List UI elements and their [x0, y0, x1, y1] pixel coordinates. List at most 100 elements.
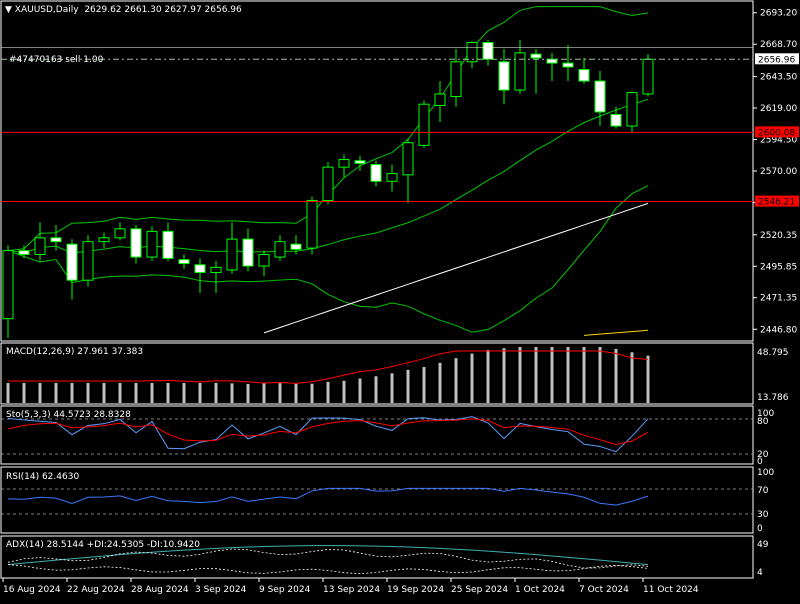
- macd-bar: [198, 382, 202, 403]
- candle-body[interactable]: [162, 230, 174, 259]
- candle-body[interactable]: [546, 58, 558, 64]
- macd-bar: [166, 383, 170, 403]
- macd-bar: [598, 347, 602, 403]
- macd-bar: [534, 347, 538, 403]
- candle-body[interactable]: [450, 61, 462, 97]
- dropdown-triangle-icon[interactable]: ▼: [5, 5, 12, 15]
- rsi-axis-70: 70: [757, 486, 769, 496]
- macd-bar: [614, 348, 618, 403]
- macd-bar: [630, 352, 634, 403]
- candle-body[interactable]: [370, 164, 382, 182]
- candle-body[interactable]: [322, 166, 334, 202]
- candle-body[interactable]: [642, 58, 654, 95]
- macd-signal-line: [8, 350, 649, 384]
- hline-tag-2600: [755, 126, 799, 138]
- candle-body[interactable]: [530, 53, 542, 59]
- candles[interactable]: [2, 39, 654, 338]
- candle-body[interactable]: [98, 237, 110, 243]
- candle-body[interactable]: [18, 250, 30, 255]
- candle-body[interactable]: [290, 243, 302, 250]
- stoch-axis-20: 20: [757, 450, 769, 460]
- candle-body[interactable]: [514, 52, 526, 91]
- macd-bar: [38, 383, 42, 403]
- candle-body[interactable]: [434, 93, 446, 106]
- candle-body[interactable]: [338, 158, 350, 168]
- adx-panel-border: [0, 535, 754, 579]
- stochastic-panel[interactable]: 100 80 20 0: [0, 405, 774, 467]
- macd-panel[interactable]: 48.795 13.786: [0, 342, 789, 405]
- rsi-line-path: [7, 487, 649, 506]
- macd-bar: [502, 348, 506, 403]
- candle-body[interactable]: [178, 259, 190, 264]
- candle-body[interactable]: [242, 238, 254, 267]
- candle-body[interactable]: [466, 42, 478, 63]
- time-tick-label: 7 Oct 2024: [579, 585, 629, 595]
- macd-bar: [470, 353, 474, 403]
- candle-body[interactable]: [402, 142, 414, 176]
- candle-body[interactable]: [306, 200, 318, 249]
- macd-bar: [438, 362, 442, 403]
- macd-bar: [134, 383, 138, 403]
- stoch-main-line: [7, 416, 649, 453]
- candle-body[interactable]: [258, 254, 270, 267]
- candle-body[interactable]: [82, 241, 94, 281]
- candle-body[interactable]: [34, 237, 46, 256]
- macd-bar: [454, 358, 458, 403]
- macd-bar: [390, 373, 394, 403]
- candle-body[interactable]: [386, 173, 398, 182]
- symbol-label: XAUUSD,Daily: [14, 5, 79, 15]
- macd-bar: [86, 383, 90, 403]
- candle-body[interactable]: [354, 160, 366, 164]
- candle-body[interactable]: [226, 238, 238, 271]
- time-tick-label: 25 Sep 2024: [451, 585, 508, 595]
- chart-header[interactable]: ▼ XAUUSD,Daily 2629.62 2661.30 2627.97 2…: [5, 5, 242, 15]
- candle-body[interactable]: [498, 61, 510, 91]
- hline-label-2600: 2600.08: [758, 128, 795, 138]
- macd-bar: [582, 347, 586, 403]
- candle-body[interactable]: [610, 113, 622, 127]
- macd-bar: [358, 378, 362, 403]
- adx-panel[interactable]: 49 4: [0, 535, 769, 579]
- candle-body[interactable]: [146, 230, 158, 258]
- candle-body[interactable]: [2, 250, 14, 320]
- stochastic-label: Sto(5,3,3) 44.5723 28.8328: [6, 410, 131, 420]
- candle-body[interactable]: [562, 62, 574, 68]
- macd-bar: [6, 383, 10, 403]
- macd-bar: [422, 366, 426, 403]
- stoch-signal-line: [7, 418, 649, 445]
- candle-body[interactable]: [194, 264, 206, 273]
- macd-bar: [326, 381, 330, 403]
- rsi-axis-0: 0: [757, 524, 763, 534]
- macd-bar: [518, 347, 522, 403]
- candle-body[interactable]: [50, 237, 62, 243]
- stochastic-panel-border: [0, 405, 754, 465]
- ohlc-values: 2629.62 2661.30 2627.97 2656.96: [84, 5, 242, 15]
- macd-axis-top: 48.795: [757, 348, 789, 358]
- macd-bar: [374, 376, 378, 403]
- rsi-axis-100: 100: [757, 468, 774, 478]
- candle-body[interactable]: [114, 228, 126, 239]
- order-label[interactable]: #47470163 sell 1.00: [9, 55, 104, 65]
- rsi-line: [7, 487, 649, 506]
- time-tick-label: 28 Aug 2024: [131, 585, 189, 595]
- price-panel[interactable]: 2693.20 2668.70 2643.50 2619.00 2594.50 2570.…: [0, 0, 797, 342]
- candle-body[interactable]: [482, 42, 494, 60]
- macd-bar: [182, 383, 186, 403]
- stoch-axis-100: 100: [757, 409, 774, 419]
- candle-body[interactable]: [594, 80, 606, 113]
- macd-bar: [278, 383, 282, 403]
- candle-body[interactable]: [130, 228, 142, 258]
- candle-body[interactable]: [274, 241, 286, 258]
- rsi-panel[interactable]: 100 70 30 0: [0, 466, 774, 534]
- candle-body[interactable]: [210, 266, 222, 273]
- candle-body[interactable]: [418, 103, 430, 146]
- candle-body[interactable]: [626, 92, 638, 127]
- macd-bar: [102, 383, 106, 403]
- candle-body[interactable]: [578, 69, 590, 82]
- macd-bar: [566, 347, 570, 403]
- middle-band-line: [7, 98, 649, 254]
- candle-body[interactable]: [66, 243, 78, 281]
- rsi-axis-30: 30: [757, 510, 769, 520]
- gold-ma-line: [583, 329, 649, 336]
